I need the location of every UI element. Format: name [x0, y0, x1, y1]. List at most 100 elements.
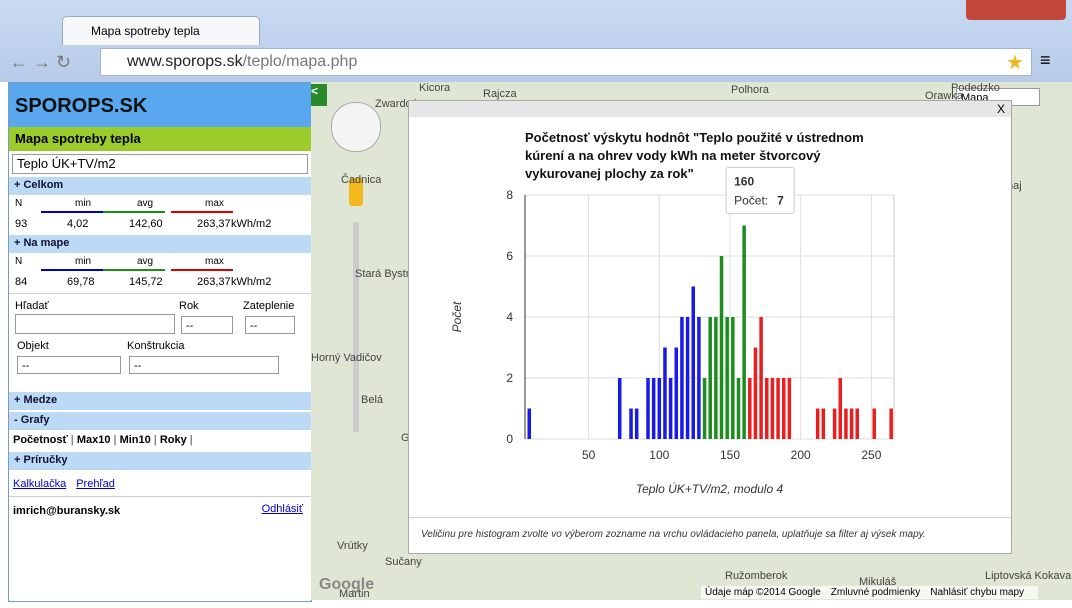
map-label: Horný Vadičov	[311, 352, 382, 364]
chart-link[interactable]: Min10	[119, 434, 151, 446]
map-label: Orawka	[925, 90, 963, 102]
chart-link[interactable]: Roky	[159, 434, 187, 446]
map-footer-text[interactable]: Nahlásiť chybu mapy	[930, 587, 1025, 598]
map-label: Polhora	[731, 84, 769, 96]
x-tick-label: 250	[861, 448, 881, 462]
map-footer: Údaje máp ©2014 Google Zmluvné podmienky N…	[701, 586, 1039, 599]
x-tick-label: 100	[649, 448, 669, 462]
collapse-button[interactable]: <	[311, 84, 327, 106]
section-header[interactable]: + Celkom	[9, 177, 311, 195]
window-controls[interactable]	[966, 0, 1066, 20]
bar	[759, 317, 763, 439]
label: Zateplenie	[243, 300, 295, 312]
address-bar[interactable]: www.sporops.sk/teplo/mapa.php	[100, 48, 1032, 76]
google-logo: Google	[319, 576, 375, 593]
map-label: Sučany	[385, 556, 422, 568]
stat-underline	[171, 269, 233, 271]
x-tick-label: 150	[720, 448, 740, 462]
zoom-slider[interactable]	[353, 222, 359, 432]
bar	[889, 408, 893, 439]
tooltip-value: 7	[777, 194, 784, 208]
section-header[interactable]: - Grafy	[9, 412, 311, 430]
user-row: imrich@buransky.sk Odhlásiť	[9, 496, 311, 523]
close-button[interactable]: X	[996, 102, 1005, 116]
nav-buttons[interactable]: ← → ↻	[10, 52, 72, 72]
stat-label: avg	[137, 256, 154, 267]
url-domain: www.sporops.sk	[127, 53, 243, 70]
section-header[interactable]: + Medze	[9, 392, 311, 410]
y-tick-label: 2	[506, 371, 513, 385]
y-tick-label: 8	[506, 188, 513, 202]
bar	[668, 378, 673, 439]
y-tick-label: 6	[506, 249, 513, 263]
tab[interactable]: Mapa spotreby tepla	[62, 16, 260, 45]
popup-note: Veličinu pre histogram zvolte vo výberom…	[421, 529, 926, 540]
map-label: Podedzko	[951, 82, 1000, 94]
stat-underline	[103, 269, 165, 271]
stat-label: N	[15, 256, 23, 267]
bar	[719, 256, 724, 439]
bar	[849, 408, 854, 439]
bar	[657, 378, 662, 439]
map-footer-text[interactable]: Zmluvné podmienky	[830, 587, 921, 598]
bar	[680, 317, 684, 439]
stat-underline	[41, 269, 103, 271]
stat-value: 142,60	[129, 218, 163, 230]
guide-link[interactable]: Kalkulačka	[13, 478, 67, 490]
bookmark-star[interactable]: ★	[1006, 52, 1024, 74]
separator: |	[153, 434, 157, 446]
pan-control[interactable]	[331, 102, 381, 152]
bar	[855, 408, 859, 439]
menu[interactable]: ≡	[1040, 50, 1051, 70]
chart-link[interactable]: Max10	[76, 434, 111, 446]
logout-link[interactable]: Odhlásiť	[261, 503, 303, 515]
stat-label: min	[75, 198, 92, 209]
bar	[781, 378, 786, 439]
year-select[interactable]: --	[181, 316, 233, 334]
object-select[interactable]: --	[17, 356, 121, 374]
y-axis-label: Počet	[450, 301, 464, 332]
bar	[725, 317, 729, 439]
bar	[736, 378, 741, 439]
sidebar: SPOROPS.SK Mapa spotreby tepla Teplo ÚK+…	[8, 82, 312, 602]
stat-label: min	[75, 256, 92, 267]
tooltip-label: Počet:	[734, 194, 768, 208]
bar	[663, 347, 667, 439]
map-label: Ružomberok	[725, 570, 788, 582]
quantity-select[interactable]: Teplo ÚK+TV/m2	[12, 154, 308, 174]
user: imrich@buransky.sk	[13, 505, 121, 517]
bar	[634, 408, 639, 439]
stat-value: 69,78	[67, 276, 95, 288]
separator: |	[70, 434, 74, 446]
guide-link[interactable]: Prehľad	[76, 478, 115, 490]
construction-select[interactable]: --	[129, 356, 279, 374]
bar	[742, 225, 746, 439]
bar	[872, 408, 876, 439]
chart-link[interactable]: Početnosť	[13, 434, 68, 446]
chart: 0 2 4 6 8 50 100 150 200 250 Teplo ÚK+TV/m2, modul…	[450, 167, 895, 496]
stat-label: max	[205, 256, 224, 267]
popup-header: X	[409, 101, 1011, 117]
stat-label: N	[15, 198, 23, 209]
bar	[697, 317, 701, 439]
stat-label: max	[205, 198, 224, 209]
bar	[674, 347, 679, 439]
tooltip-x: 160	[734, 175, 754, 189]
bar	[765, 378, 769, 439]
x-tick-label: 200	[791, 448, 811, 462]
pegman[interactable]	[349, 178, 363, 206]
insulation-select[interactable]: --	[245, 316, 295, 334]
guide-links: Kalkulačka Prehľad	[9, 470, 311, 496]
stat-underline	[171, 211, 233, 213]
section-header[interactable]: + Príručky	[9, 452, 311, 470]
section-header[interactable]: + Na mape	[9, 235, 311, 253]
stat-underline	[103, 211, 165, 213]
separator: |	[189, 434, 193, 446]
map-footer-text: Údaje máp ©2014 Google	[705, 587, 821, 598]
search-input[interactable]	[15, 314, 175, 334]
bar	[714, 317, 718, 439]
bar	[685, 317, 690, 439]
stat-value: 84	[15, 276, 28, 288]
